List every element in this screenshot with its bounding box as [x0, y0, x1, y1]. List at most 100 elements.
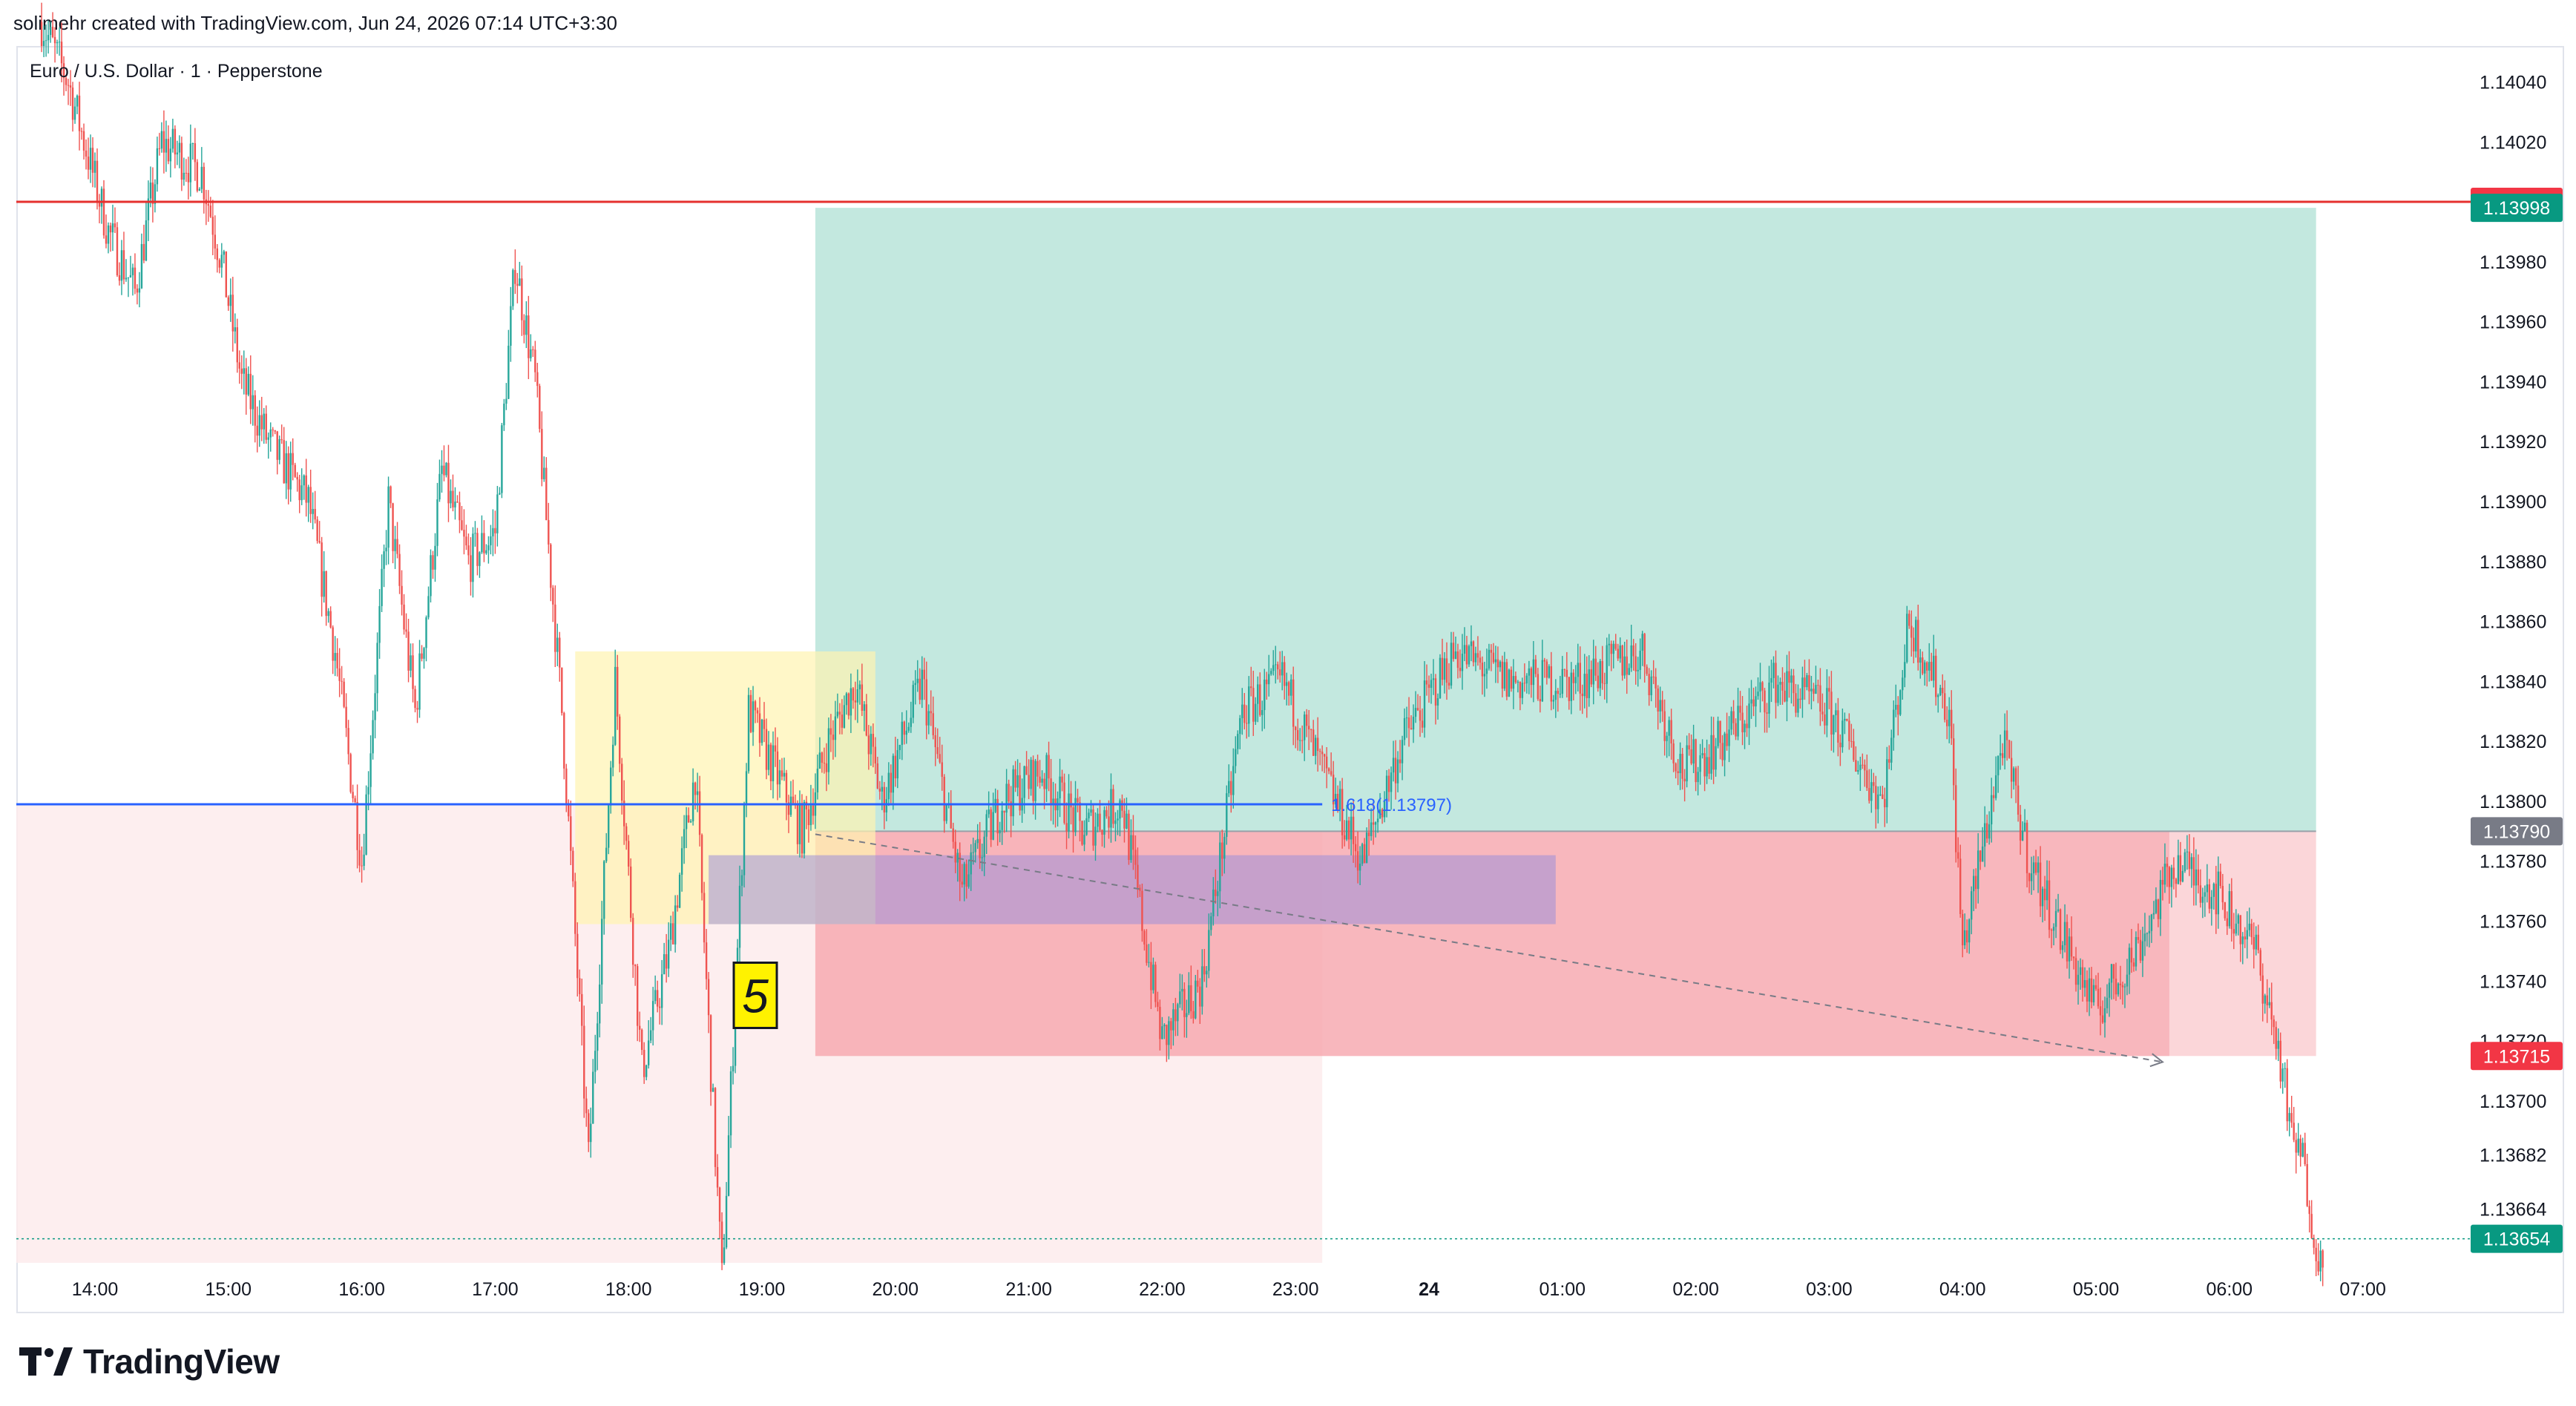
candle	[1385, 775, 1388, 801]
candle	[628, 841, 630, 867]
candle	[1548, 666, 1551, 678]
candle	[1637, 669, 1639, 671]
candle	[363, 854, 365, 867]
candle	[1963, 930, 1966, 946]
price-badge	[2471, 1224, 2563, 1253]
candle	[1944, 693, 1946, 720]
candle	[2266, 995, 2268, 1005]
candle	[772, 745, 775, 781]
candle	[191, 143, 194, 145]
candle	[1828, 688, 1830, 692]
candle	[705, 942, 708, 979]
candle	[1059, 776, 1061, 799]
candle	[1853, 741, 1855, 761]
candle	[1499, 661, 1502, 668]
candle	[1381, 809, 1384, 818]
candle	[2039, 862, 2042, 907]
candle	[1686, 745, 1688, 782]
candle	[1270, 671, 1272, 674]
candle	[1710, 735, 1712, 774]
candle	[2179, 855, 2182, 882]
candle	[492, 528, 494, 536]
candle	[2103, 1008, 2106, 1023]
candle	[1132, 835, 1134, 850]
candle	[2159, 879, 2162, 919]
candle	[2032, 862, 2035, 874]
candle	[1327, 768, 1330, 772]
candle	[2123, 986, 2126, 988]
candle	[125, 277, 128, 280]
candle	[1919, 657, 1922, 663]
candle	[220, 254, 223, 268]
candle	[187, 173, 190, 183]
candle	[1312, 729, 1315, 756]
candle	[950, 804, 952, 829]
candle	[2043, 888, 2046, 901]
symbol-title: Euro / U.S. Dollar · 1 · Pepperstone	[30, 61, 323, 82]
candle	[73, 106, 76, 120]
candle	[129, 275, 132, 277]
candle	[87, 157, 90, 170]
candle	[1757, 691, 1759, 697]
candle	[1217, 891, 1219, 896]
candle	[1570, 672, 1572, 701]
candle	[147, 198, 150, 220]
candle	[1105, 809, 1108, 817]
candle	[236, 327, 238, 363]
candle	[827, 728, 830, 772]
candle	[1208, 930, 1210, 971]
candle	[1670, 720, 1672, 744]
candle	[927, 711, 930, 726]
candle	[1552, 700, 1555, 702]
candle	[1519, 681, 1522, 698]
candle	[992, 812, 994, 840]
candle	[2186, 851, 2189, 853]
candle	[2190, 857, 2193, 870]
candle	[165, 139, 168, 153]
candle	[1235, 749, 1237, 766]
candle	[696, 791, 699, 795]
candle	[1739, 706, 1741, 713]
candle	[1779, 681, 1781, 685]
candle	[1942, 688, 1944, 694]
price-badge-label: 1.13715	[2483, 1046, 2550, 1067]
candle	[2005, 730, 2008, 740]
candle	[2264, 995, 2266, 1004]
candle	[1237, 734, 1239, 749]
candle	[1695, 739, 1697, 783]
candle	[781, 770, 783, 777]
candle	[47, 35, 50, 41]
candle	[1296, 730, 1299, 740]
candle	[667, 939, 670, 969]
x-axis-tick-label: 07:00	[2339, 1279, 2386, 1300]
candle	[1288, 682, 1290, 696]
candle	[1539, 699, 1542, 702]
tradingview-logo[interactable]: TradingView	[19, 1341, 280, 1382]
candle	[1721, 743, 1724, 761]
candle	[1025, 766, 1028, 775]
candle	[1913, 637, 1915, 651]
candle	[1476, 653, 1479, 658]
candle	[2072, 956, 2075, 959]
candle	[1953, 738, 1955, 786]
candle	[1761, 682, 1764, 691]
candle	[2210, 896, 2213, 909]
candle	[1197, 980, 1199, 987]
candle	[850, 688, 852, 716]
candle	[49, 27, 52, 36]
candle	[109, 225, 112, 233]
candle	[180, 142, 183, 180]
candle	[100, 188, 103, 207]
candle	[1768, 682, 1770, 714]
candle	[2083, 979, 2086, 988]
candle	[1728, 729, 1730, 746]
candle	[1994, 775, 1997, 798]
candle	[1928, 662, 1931, 671]
candle	[749, 694, 752, 732]
candle	[40, 22, 43, 46]
candle	[838, 712, 841, 715]
candle	[2061, 945, 2064, 950]
candle	[1899, 690, 1902, 715]
candle	[1043, 778, 1045, 789]
